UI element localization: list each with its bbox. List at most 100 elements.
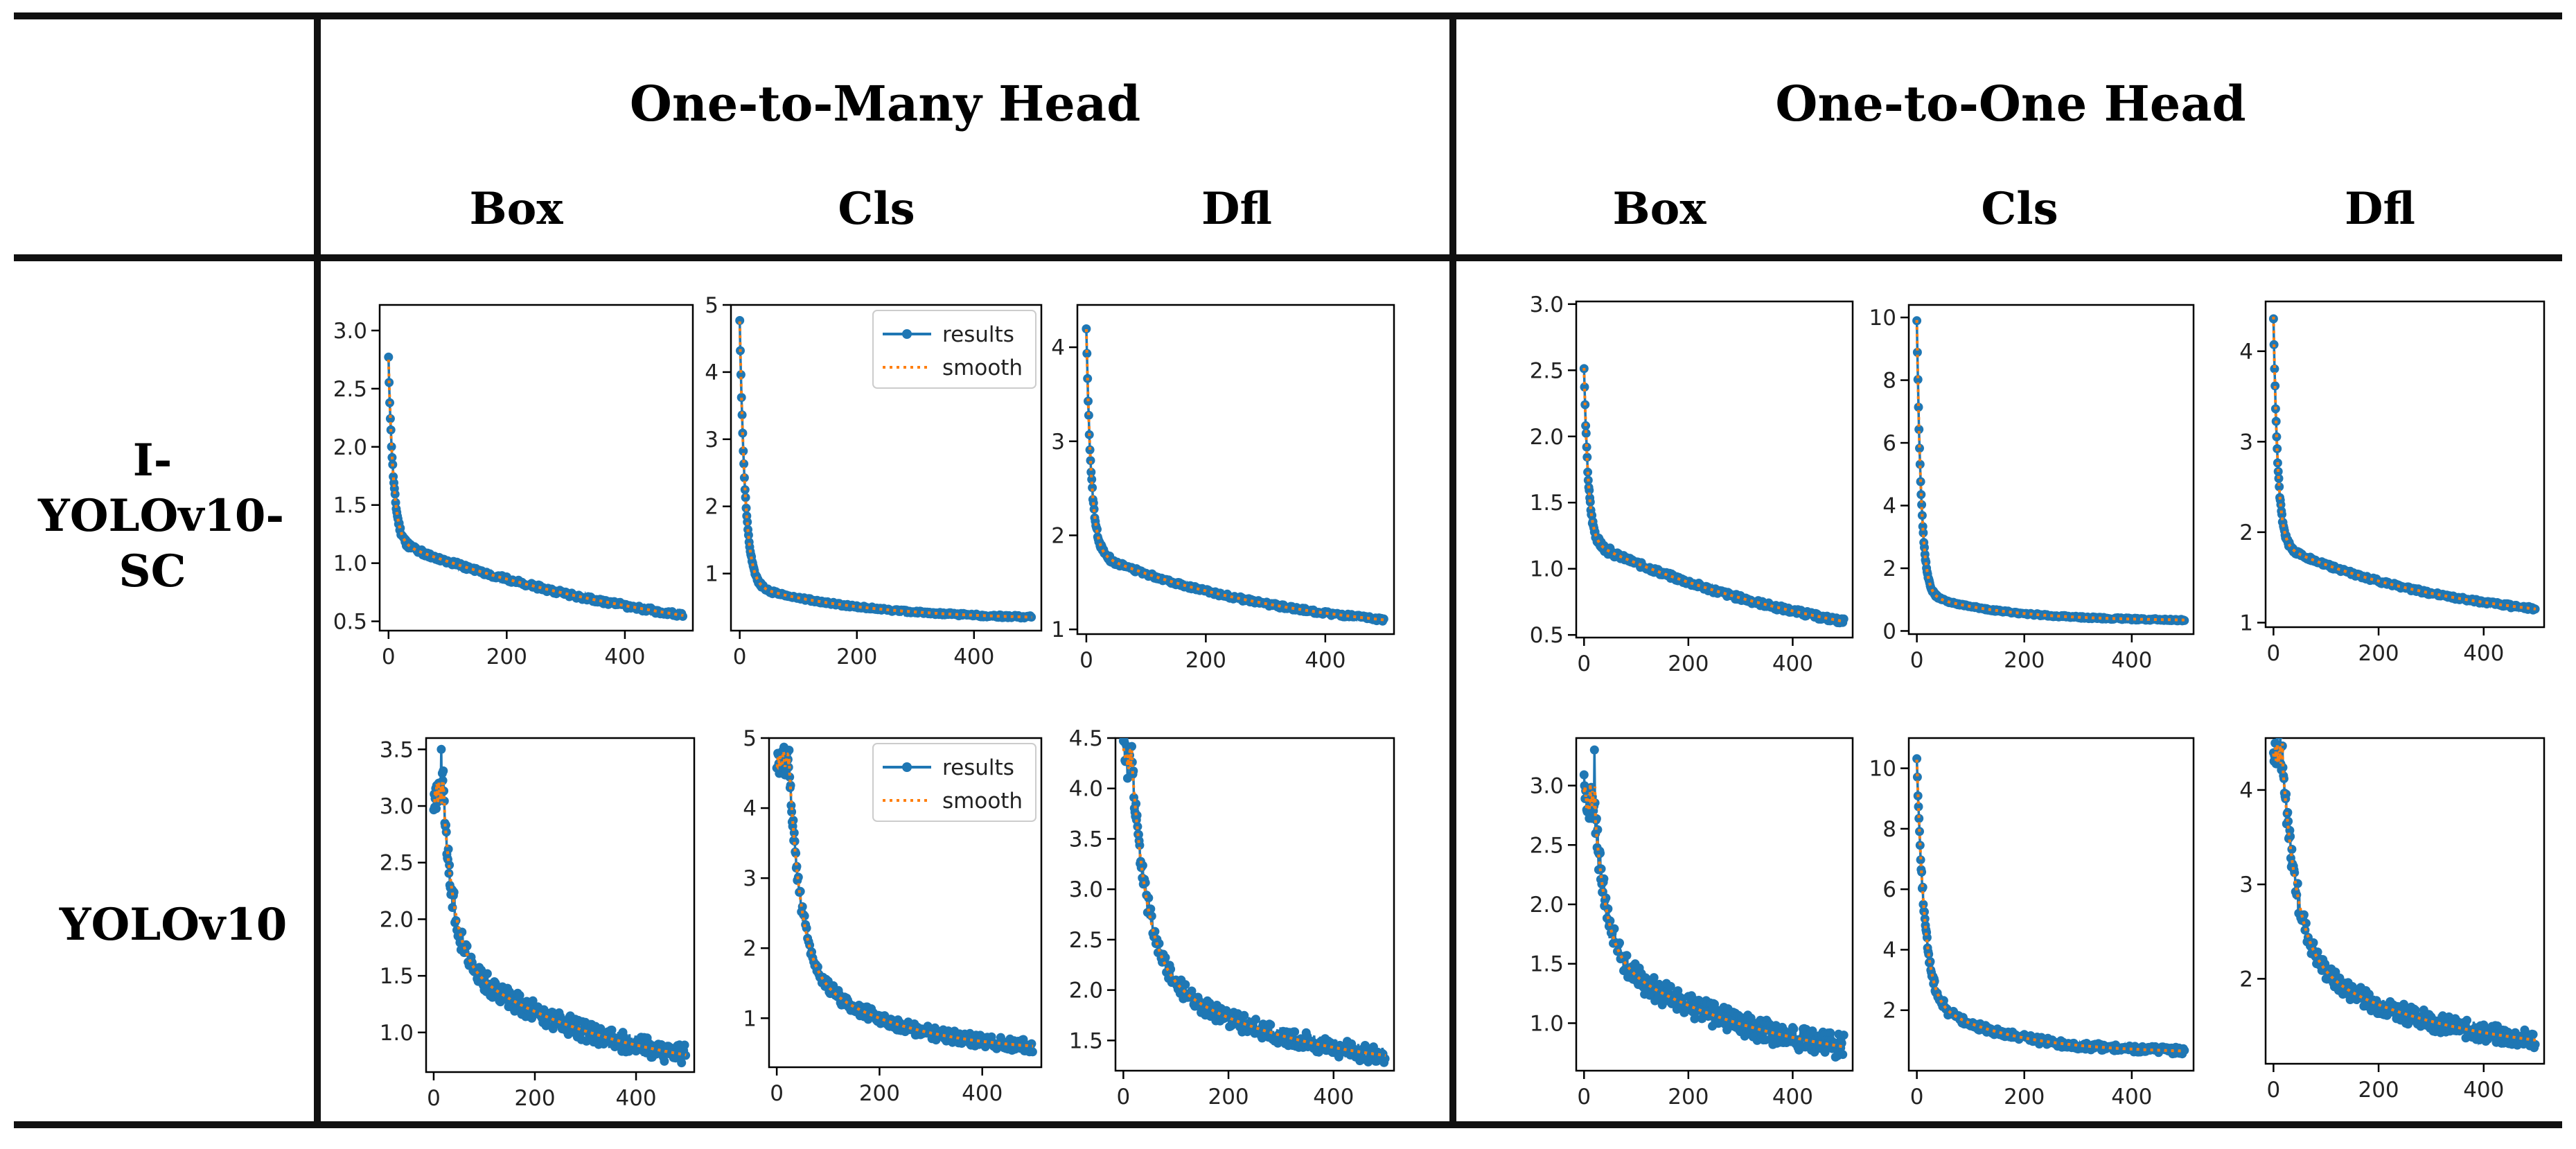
y-tick-label: 5 — [705, 293, 718, 318]
series-results-markers — [2268, 314, 2540, 615]
x-tick-label: 400 — [1772, 651, 1813, 676]
results-point — [1084, 410, 1093, 420]
y-tick-label: 4.0 — [1069, 777, 1103, 802]
y-tick-label: 4 — [2239, 340, 2253, 365]
group-header-one-to-one: One-to-One Head — [1775, 75, 2246, 132]
y-tick-label: 3.5 — [380, 737, 414, 762]
plot-iy-o2o-box: 0 200 400 0.5 1.0 1.5 2.0 2.5 3.0 — [1530, 292, 1854, 676]
x-tick-label: 200 — [2358, 1078, 2399, 1103]
results-point — [1161, 953, 1170, 963]
results-point — [677, 1058, 687, 1068]
y-tick-label: 1.5 — [380, 964, 414, 989]
series-results-line — [387, 357, 685, 620]
results-point — [1132, 811, 1142, 820]
y-tick-label: 3 — [1051, 430, 1065, 455]
results-point — [438, 775, 448, 785]
results-point — [1912, 754, 1922, 764]
y-tick-label: 3.0 — [380, 794, 414, 819]
results-point — [1580, 383, 1589, 392]
results-point — [680, 1040, 689, 1050]
bottom-rule — [14, 1121, 2562, 1128]
results-point — [1585, 486, 1594, 495]
results-point — [735, 316, 745, 325]
results-point — [737, 410, 747, 420]
plot-y10-o2m-dfl: 0 200 400 1.5 2.0 2.5 3.0 3.5 4.0 4.5 — [1069, 726, 1395, 1109]
results-point — [1915, 459, 1925, 469]
plot-frame — [1575, 300, 1854, 639]
results-point — [1820, 1047, 1830, 1057]
y-tick-label: 4 — [705, 360, 718, 385]
y-tick-label: 1 — [2239, 611, 2253, 635]
results-point — [449, 888, 459, 897]
results-point — [1135, 841, 1145, 850]
results-point — [1085, 445, 1095, 455]
results-point — [2270, 364, 2279, 374]
y-tick-label: 3 — [2239, 430, 2253, 455]
y-tick-label: 2.5 — [1530, 833, 1564, 858]
x-tick-label: 400 — [604, 644, 645, 669]
results-point — [741, 493, 750, 502]
results-point — [2180, 1046, 2189, 1055]
results-point — [436, 744, 446, 754]
col-header-dfl-o2m: Dfl — [1201, 183, 1273, 235]
plot-area — [1912, 316, 2189, 626]
legend-results-label: results — [942, 755, 1014, 780]
y-tick-label: 2 — [2239, 967, 2253, 992]
results-point — [2278, 763, 2288, 772]
y-tick-label: 1.5 — [1069, 1028, 1103, 1053]
results-point — [1666, 981, 1675, 991]
plot-frame — [1076, 304, 1395, 635]
results-point — [528, 996, 538, 1006]
results-point — [1154, 939, 1164, 948]
results-point — [1761, 1035, 1770, 1044]
y-tick-label: 1.0 — [333, 552, 367, 577]
legend-results-label: results — [942, 322, 1014, 347]
results-point — [1086, 456, 1095, 465]
results-point — [1920, 543, 1929, 552]
y-tick-label: 5 — [743, 726, 757, 751]
y-tick-label: 2.0 — [1530, 893, 1564, 918]
results-point — [1601, 893, 1611, 903]
plot-area — [2268, 314, 2540, 615]
x-tick-label: 200 — [1668, 1085, 1709, 1109]
y-tick-label: 0.5 — [333, 610, 367, 635]
legend-results-marker — [902, 329, 912, 339]
results-point — [1150, 927, 1160, 936]
results-point — [1922, 933, 1932, 942]
x-tick-label: 200 — [1208, 1085, 1249, 1109]
x-tick-label: 400 — [953, 644, 994, 669]
y-tick-label: 1.5 — [333, 493, 367, 518]
y-tick-label: 4 — [1882, 494, 1896, 519]
results-point — [1140, 878, 1150, 888]
y-tick-label: 4.5 — [1069, 726, 1103, 751]
results-point — [660, 1056, 669, 1066]
results-point — [788, 816, 798, 825]
results-point — [2287, 845, 2297, 854]
y-tick-label: 8 — [1882, 369, 1896, 394]
results-point — [1589, 745, 1599, 755]
series-results-markers — [1579, 364, 1849, 628]
results-point — [1088, 483, 1097, 493]
x-tick-label: 0 — [1079, 648, 1093, 673]
plot-area — [1579, 745, 1849, 1062]
results-point — [1918, 900, 1928, 909]
series-results-line — [1915, 320, 2187, 624]
plot-frame — [768, 737, 1043, 1069]
results-point — [1918, 882, 1927, 892]
results-point — [739, 459, 749, 468]
results-point — [2299, 910, 2309, 920]
y-tick-label: 1.5 — [1530, 491, 1564, 516]
series-smooth-line — [1915, 760, 2185, 1053]
results-point — [1380, 1054, 1390, 1064]
y-tick-label: 3.0 — [1069, 877, 1103, 902]
results-point — [1082, 349, 1092, 358]
results-point — [1181, 980, 1190, 990]
results-point — [1379, 614, 1388, 624]
results-point — [789, 828, 799, 838]
y-tick-label: 2.5 — [1069, 928, 1103, 953]
row-header-divider — [314, 12, 321, 1128]
series-smooth-line — [1084, 329, 1385, 622]
x-tick-label: 0 — [1577, 651, 1591, 676]
plot-area — [1082, 324, 1388, 626]
